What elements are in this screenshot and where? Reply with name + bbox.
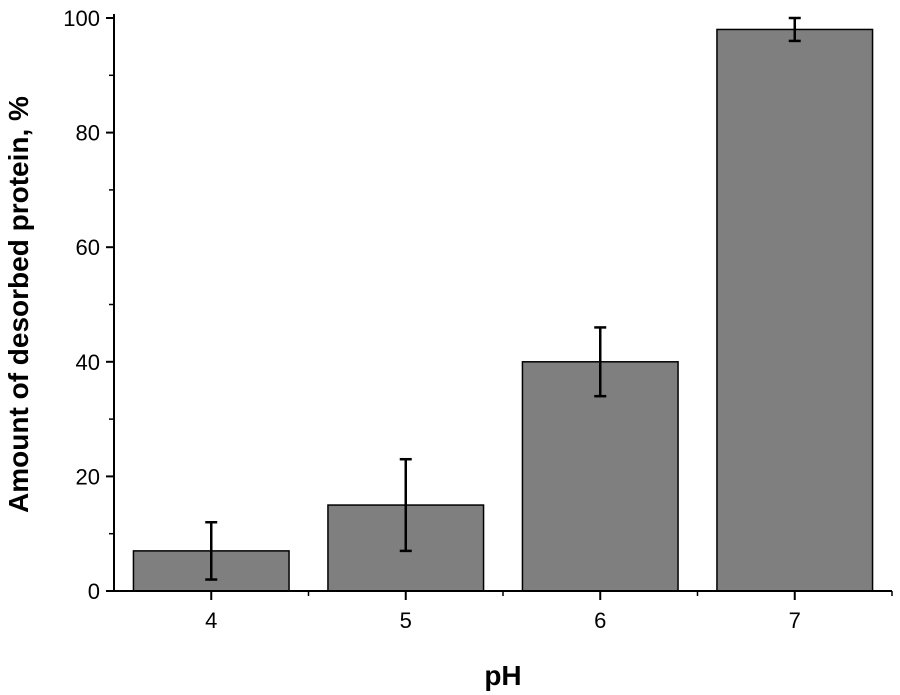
- y-tick-label: 60: [76, 235, 100, 260]
- y-ticks-group: 0 20 40 60 80 100: [63, 6, 114, 604]
- y-axis-title: Amount of desorbed protein, %: [3, 96, 34, 513]
- error-bar-ph-5: [399, 457, 412, 553]
- error-bar-ph-7: [788, 16, 801, 43]
- y-tick-label: 0: [88, 579, 100, 604]
- error-bar-ph-4: [205, 520, 218, 581]
- y-tick-label: 40: [76, 350, 100, 375]
- y-tick-label: 20: [76, 464, 100, 489]
- x-axis-title: pH: [484, 660, 521, 691]
- y-tick-label: 100: [63, 6, 100, 31]
- error-bars-group: [205, 16, 801, 581]
- x-ticks-group: 4 5 6 7: [205, 591, 893, 633]
- bar-ph-7: [716, 28, 874, 592]
- x-tick-label: 5: [400, 608, 412, 633]
- x-tick-label: 6: [594, 608, 606, 633]
- x-tick-label: 4: [205, 608, 217, 633]
- x-tick-label: 7: [789, 608, 801, 633]
- y-tick-label: 80: [76, 121, 100, 146]
- bars-group: [132, 28, 874, 592]
- error-bar-ph-6: [594, 326, 607, 398]
